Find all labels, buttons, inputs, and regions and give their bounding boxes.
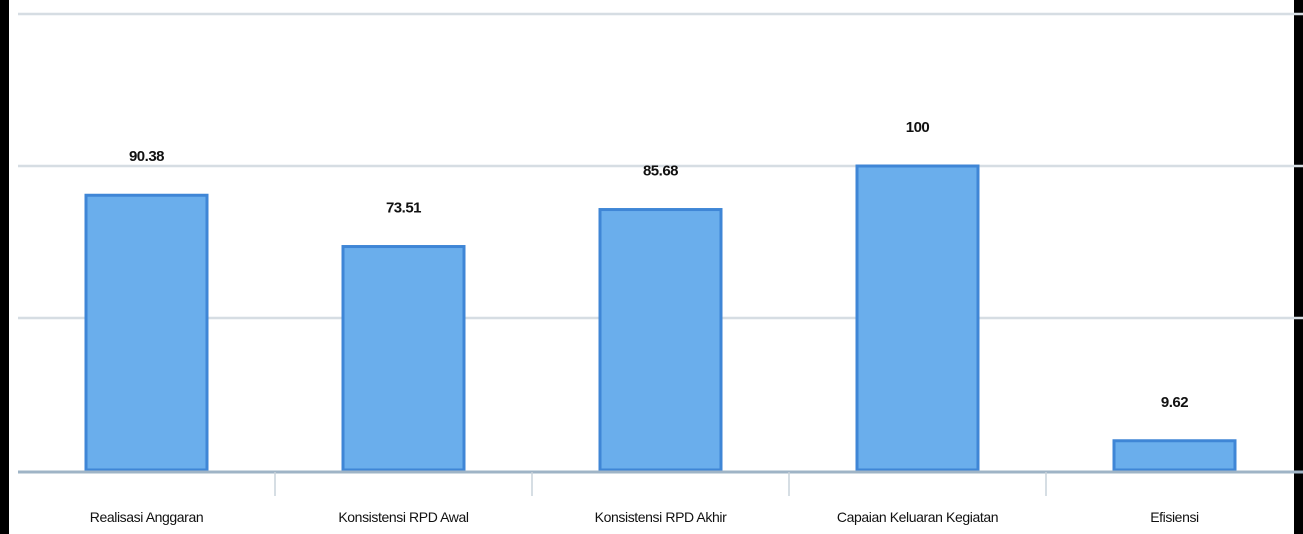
bar (341, 245, 466, 472)
data-label: 73.51 (386, 200, 421, 217)
data-label: 9.62 (1161, 394, 1188, 411)
bar-chart: 90.38 73.51 85.68 100 9.62 Realisasi Anggara… (18, 12, 1303, 525)
x-axis (18, 470, 1303, 496)
data-label: 85.68 (643, 163, 678, 180)
x-tick-label: Konsistensi RPD Akhir (595, 509, 727, 525)
bar (855, 164, 980, 472)
bar (1112, 439, 1237, 472)
data-label: 100 (906, 119, 930, 136)
x-tick-label: Efisiensi (1150, 509, 1199, 525)
bar (598, 208, 723, 472)
data-labels: 90.38 73.51 85.68 100 9.62 (129, 119, 1189, 411)
data-label: 90.38 (129, 148, 164, 165)
category-labels: Realisasi Anggaran Konsistensi RPD Awal Ko… (90, 509, 1200, 525)
bar (84, 193, 209, 472)
x-tick-label: Konsistensi RPD Awal (338, 509, 469, 525)
x-tick-label: Realisasi Anggaran (90, 509, 203, 525)
bars (84, 164, 1237, 472)
x-tick-label: Capaian Keluaran Kegiatan (837, 509, 998, 525)
